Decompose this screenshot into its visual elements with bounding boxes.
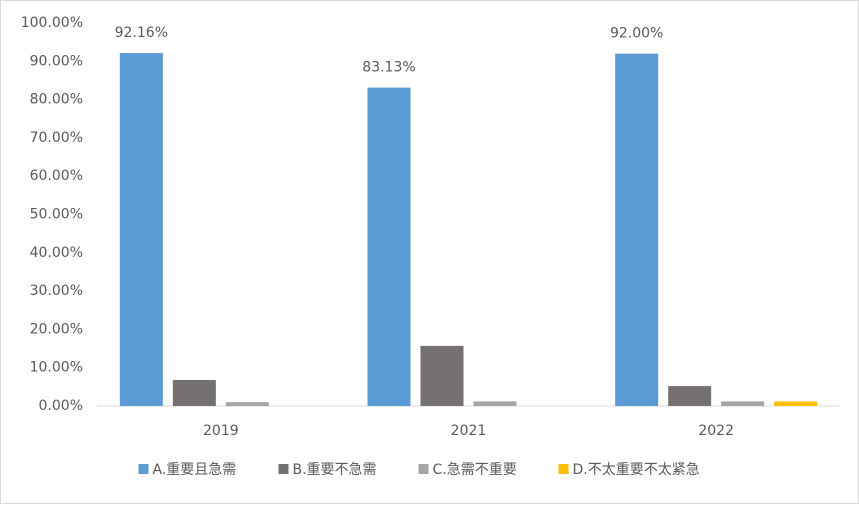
legend-swatch xyxy=(558,464,569,474)
bar xyxy=(473,401,517,406)
data-label: 92.00% xyxy=(610,26,663,42)
y-tick-label: 30.00% xyxy=(30,283,83,299)
bar xyxy=(668,386,712,406)
bar xyxy=(721,401,765,406)
legend-label: B.重要不急需 xyxy=(293,462,377,478)
y-tick-label: 20.00% xyxy=(30,321,83,337)
bar xyxy=(225,402,269,406)
y-tick-label: 40.00% xyxy=(30,245,83,261)
y-tick-label: 0.00% xyxy=(39,398,83,414)
y-tick-label: 10.00% xyxy=(30,360,83,376)
bar xyxy=(172,379,216,406)
data-label: 92.16% xyxy=(115,25,168,41)
y-tick-label: 90.00% xyxy=(30,53,83,69)
data-label: 83.13% xyxy=(362,60,415,76)
legend-label: A.重要且急需 xyxy=(153,462,237,478)
y-tick-label: 50.00% xyxy=(30,207,83,223)
bar xyxy=(615,53,659,406)
bar xyxy=(774,401,818,406)
x-tick-label: 2021 xyxy=(451,423,487,439)
legend-swatch xyxy=(418,464,429,474)
y-tick-label: 60.00% xyxy=(30,168,83,184)
x-tick-label: 2019 xyxy=(203,423,239,439)
bar xyxy=(367,87,411,407)
legend-swatch xyxy=(138,464,149,474)
legend-label: D.不太重要不太紧急 xyxy=(573,462,700,478)
x-tick-label: 2022 xyxy=(698,423,734,439)
y-tick-label: 100.00% xyxy=(21,15,83,31)
y-tick-label: 70.00% xyxy=(30,130,83,146)
legend-label: C.急需不重要 xyxy=(433,462,517,478)
y-tick-label: 80.00% xyxy=(30,92,83,108)
bar xyxy=(420,345,464,406)
legend-swatch xyxy=(278,464,289,474)
bar xyxy=(119,53,163,407)
